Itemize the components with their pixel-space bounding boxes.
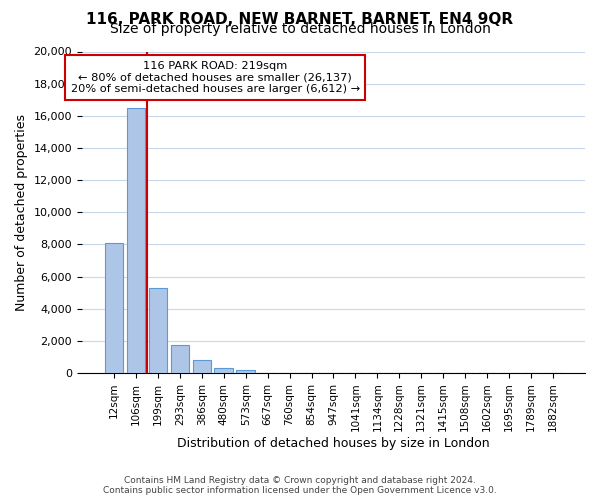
Text: Contains HM Land Registry data © Crown copyright and database right 2024.
Contai: Contains HM Land Registry data © Crown c… (103, 476, 497, 495)
Text: 116, PARK ROAD, NEW BARNET, BARNET, EN4 9QR: 116, PARK ROAD, NEW BARNET, BARNET, EN4 … (86, 12, 514, 28)
Bar (193, 360, 211, 373)
Y-axis label: Number of detached properties: Number of detached properties (15, 114, 28, 310)
Bar (127, 108, 145, 373)
Text: Size of property relative to detached houses in London: Size of property relative to detached ho… (110, 22, 490, 36)
Bar (236, 370, 255, 373)
Bar (149, 288, 167, 373)
Text: 116 PARK ROAD: 219sqm
← 80% of detached houses are smaller (26,137)
20% of semi-: 116 PARK ROAD: 219sqm ← 80% of detached … (71, 61, 360, 94)
Bar (105, 243, 124, 373)
Bar (170, 345, 189, 373)
Bar (214, 368, 233, 373)
X-axis label: Distribution of detached houses by size in London: Distribution of detached houses by size … (177, 437, 490, 450)
